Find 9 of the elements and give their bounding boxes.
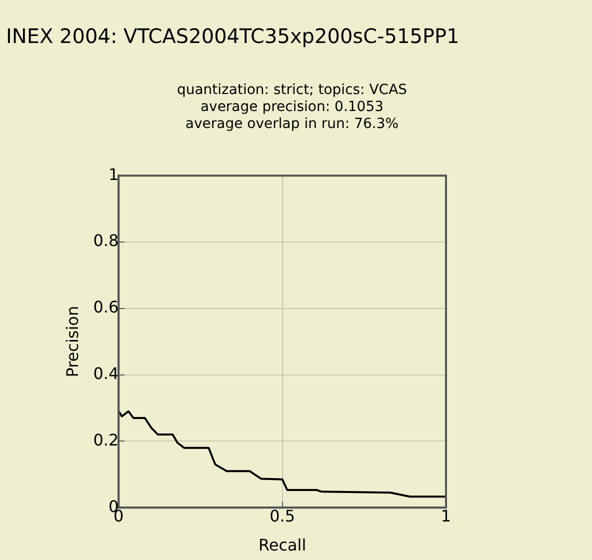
x-tick-label: 1 — [440, 506, 452, 526]
x-tick-label: 0.5 — [270, 506, 296, 526]
x-axis-title: Recall — [258, 536, 306, 555]
y-tick-label: 0.8 — [93, 231, 119, 250]
y-tick-label: 1 — [108, 164, 119, 184]
chart-subtitle: quantization: strict; topics: VCAS average precision: 0.1053 average overlap in run: 76.3% — [176, 82, 408, 133]
y-tick-label: 0.2 — [93, 430, 119, 450]
y-axis-title: Precision — [62, 306, 82, 378]
chart-title: INEX 2004: VTCAS2004TC35xp200sC-515PP1 — [6, 24, 460, 48]
